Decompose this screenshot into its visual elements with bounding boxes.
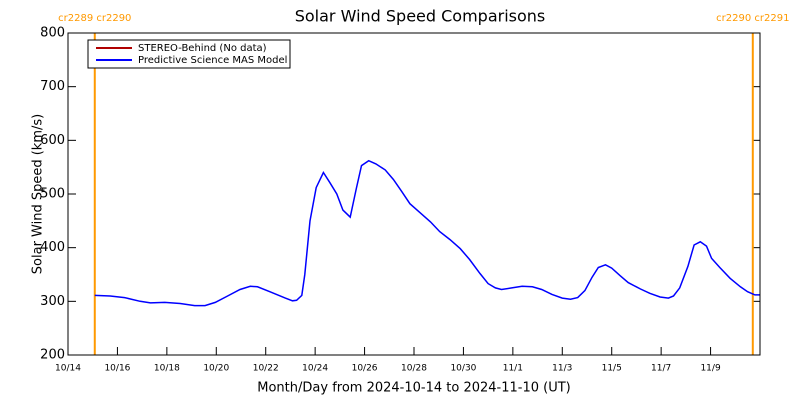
legend-label: STEREO-Behind (No data) <box>138 43 267 54</box>
annotation: cr2290 cr2291 <box>716 13 789 24</box>
y-tick-label: 200 <box>40 348 65 363</box>
x-tick-label: 10/16 <box>104 364 130 374</box>
y-tick-label: 700 <box>40 79 65 94</box>
chart-title: Solar Wind Speed Comparisons <box>295 7 546 26</box>
x-tick-label: 10/26 <box>352 364 378 374</box>
x-tick-label: 11/9 <box>700 364 720 374</box>
y-tick-label: 600 <box>40 133 65 148</box>
legend-box <box>87 39 291 69</box>
x-tick-label: 11/5 <box>602 364 622 374</box>
x-tick-label: 10/18 <box>154 364 180 374</box>
x-tick-label: 10/30 <box>450 364 476 374</box>
x-axis-label: Month/Day from 2024-10-14 to 2024-11-10 … <box>257 381 570 396</box>
y-tick-label: 800 <box>40 26 65 41</box>
x-tick-label: 10/14 <box>55 364 81 374</box>
y-tick-label: 400 <box>40 240 65 255</box>
x-tick-label: 11/3 <box>552 364 572 374</box>
x-tick-label: 10/28 <box>401 364 427 374</box>
plot-frame <box>67 32 761 356</box>
y-tick-label: 300 <box>40 294 65 309</box>
x-tick-label: 10/24 <box>302 364 328 374</box>
y-tick-label: 500 <box>40 187 65 202</box>
data-line <box>94 159 760 307</box>
x-tick-label: 11/1 <box>503 364 523 374</box>
x-tick-label: 10/22 <box>253 364 279 374</box>
x-tick-label: 10/20 <box>203 364 229 374</box>
x-tick-label: 11/7 <box>651 364 671 374</box>
y-axis-label: Solar Wind Speed (km/s) <box>31 114 46 274</box>
legend-label: Predictive Science MAS Model <box>138 55 287 66</box>
annotation: cr2289 cr2290 <box>58 13 131 24</box>
